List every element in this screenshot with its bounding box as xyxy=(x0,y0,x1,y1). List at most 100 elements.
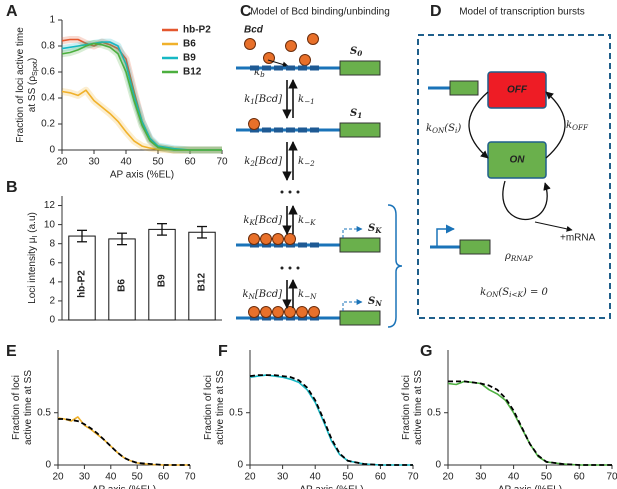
binding-site xyxy=(298,242,307,248)
rate-label: kK[Bcd] xyxy=(243,215,282,228)
series-line xyxy=(249,374,413,466)
state-label: SK xyxy=(368,223,382,236)
panel-letter: D xyxy=(430,3,442,20)
x-tick-label: 60 xyxy=(375,472,387,483)
y-tick-label: 0.4 xyxy=(41,93,55,104)
text-part: ) xyxy=(27,58,38,61)
text-part: b xyxy=(260,70,265,79)
text-part: [Bcd] xyxy=(255,94,282,105)
bcd-molecule xyxy=(244,38,256,50)
bound-bcd xyxy=(284,306,296,318)
text-part: i xyxy=(455,126,457,135)
y-tick-label: 0 xyxy=(237,460,243,471)
bound-bcd xyxy=(248,306,260,318)
binding-site xyxy=(298,315,307,321)
y-tick-label: 0.8 xyxy=(41,41,55,52)
panel-title: Model of transcription bursts xyxy=(459,7,585,18)
y-axis-label: Fraction of loci active time xyxy=(15,27,26,143)
text-part: N xyxy=(248,292,256,301)
product-label: +mRNA xyxy=(560,233,596,244)
text-part: k xyxy=(426,123,432,134)
state-label: SN xyxy=(368,296,382,309)
arrow xyxy=(468,91,489,159)
text-part: k xyxy=(298,94,304,105)
binding-site xyxy=(274,242,283,248)
x-tick-label: 30 xyxy=(79,472,91,483)
x-tick-label: 60 xyxy=(184,157,196,168)
x-tick-label: 50 xyxy=(541,472,553,483)
text-part: −N xyxy=(304,292,317,301)
rate-label: k1[Bcd] xyxy=(244,94,282,107)
series-line xyxy=(61,42,222,151)
category-label: hb-P2 xyxy=(77,270,88,298)
text-part: k xyxy=(243,215,249,226)
rate-label: k−1 xyxy=(298,94,315,107)
text-part: at SS (ρ xyxy=(27,76,38,113)
binding-site xyxy=(286,315,295,321)
x-tick-label: 70 xyxy=(184,472,196,483)
text-part: 1 xyxy=(357,111,362,120)
binding-site xyxy=(274,315,283,321)
x-tick-label: 50 xyxy=(132,472,144,483)
on-state xyxy=(487,141,547,179)
bar xyxy=(188,231,216,321)
x-tick-label: 50 xyxy=(152,157,164,168)
text-part: i<K xyxy=(509,290,523,299)
rate-label: kON(Si) xyxy=(426,123,461,136)
error-band xyxy=(61,38,222,154)
x-tick-label: 20 xyxy=(244,472,256,483)
y-tick-label: 4 xyxy=(49,276,55,287)
binding-site xyxy=(250,65,259,71)
y-tick-label: 0 xyxy=(435,460,441,471)
y-tick-label: 0.5 xyxy=(427,407,441,418)
series-line xyxy=(249,374,413,466)
binding-site xyxy=(298,65,307,71)
panel-c-drawing xyxy=(280,190,403,328)
rate-label: k−2 xyxy=(298,156,315,169)
text-part: I xyxy=(30,235,39,237)
bound-bcd xyxy=(248,118,260,130)
bound-bcd xyxy=(308,306,320,318)
bar xyxy=(148,228,176,321)
y-axis-label: Fraction of loci xyxy=(401,375,412,440)
panel-title: Model of Bcd binding/unbinding xyxy=(250,7,390,18)
binding-site xyxy=(262,65,271,71)
text-part: active time at SS xyxy=(215,370,226,445)
state-text: ON xyxy=(510,155,526,166)
text-part: K xyxy=(248,218,255,227)
text-part: Fraction of loci xyxy=(11,375,22,440)
x-tick-label: 40 xyxy=(508,472,520,483)
series-line xyxy=(61,41,222,151)
series-line xyxy=(57,416,190,466)
legend-label: B9 xyxy=(183,53,196,64)
x-axis-label: AP axis (%EL) xyxy=(92,485,156,489)
bound-bcd xyxy=(272,233,284,245)
text-part: ) = 0 xyxy=(522,287,549,298)
y-tick-label: 0.2 xyxy=(41,119,55,130)
y-tick-label: 12 xyxy=(44,200,56,211)
text-part: [Bcd] xyxy=(255,215,282,226)
binding-site xyxy=(310,242,319,248)
text-part: −K xyxy=(304,218,316,227)
x-tick-label: 50 xyxy=(342,472,354,483)
series-line xyxy=(58,418,190,466)
y-tick-label: 0.6 xyxy=(41,67,55,78)
rate-label: kN[Bcd] xyxy=(242,289,282,302)
text-part: ON xyxy=(432,126,445,135)
x-axis-label: AP axis (%EL) xyxy=(299,485,363,489)
panel-letter: F xyxy=(218,343,228,360)
text-part: N xyxy=(374,299,382,308)
text-part: k xyxy=(566,120,572,131)
x-tick-label: 40 xyxy=(310,472,322,483)
text-part: Fraction of loci xyxy=(203,375,214,440)
category-label: B12 xyxy=(197,273,208,292)
x-tick-label: 20 xyxy=(52,472,64,483)
gene xyxy=(339,237,381,253)
x-tick-label: 70 xyxy=(407,472,419,483)
text-part: S xyxy=(368,296,375,307)
gene xyxy=(339,60,381,76)
rate-label: k−K xyxy=(298,215,316,228)
panel-letter: B xyxy=(6,179,18,196)
dashed-frame xyxy=(417,34,611,319)
bar xyxy=(108,238,136,321)
